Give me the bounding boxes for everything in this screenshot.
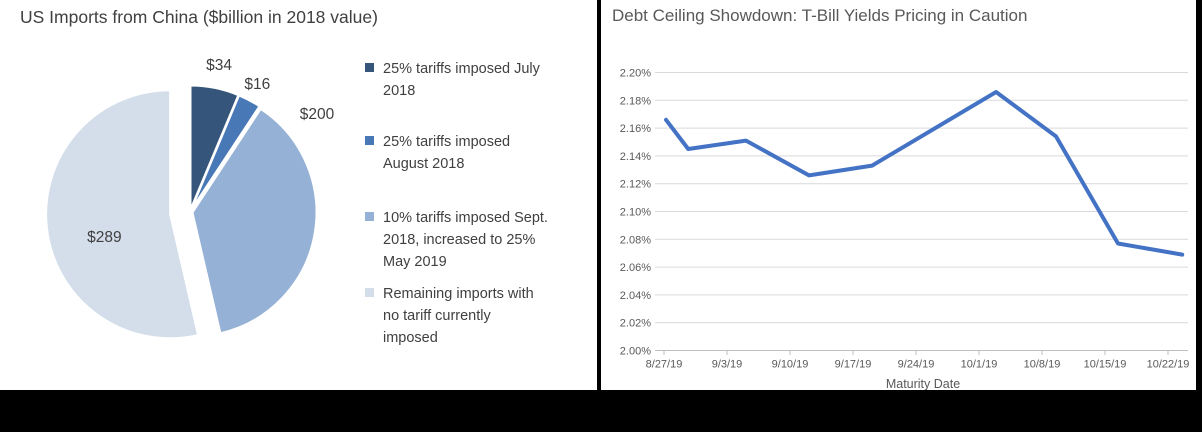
y-axis-tick-label: 2.20% [620,68,651,80]
x-axis-tick-label: 9/17/19 [835,359,872,371]
legend-marker-icon [365,212,374,221]
line-chart-panel[interactable]: Debt Ceiling Showdown: T-Bill Yields Pri… [601,0,1196,391]
legend-marker-icon [365,136,374,145]
legend-marker-icon [365,63,374,72]
y-axis-tick-label: 2.10% [620,207,651,219]
pie-chart [45,84,318,340]
pie-chart-title: US Imports from China ($billion in 2018 … [20,7,378,27]
legend-marker-icon [365,288,374,297]
panel-divider [597,0,601,432]
tbill-yield-line [664,90,1185,257]
pie-slice-16 [190,94,261,211]
legend-item: Remaining imports with no tariff current… [365,283,559,349]
x-axis-tick-label: 10/1/19 [961,359,998,371]
line-chart-title: Debt Ceiling Showdown: T-Bill Yields Pri… [612,6,1028,25]
legend-item: 25% tariffs imposed August 2018 [365,131,559,175]
y-axis-tick-label: 2.16% [620,123,651,135]
legend-label: 10% tariffs imposed Sept. 2018, increase… [383,210,548,270]
right-black-edge [1196,0,1202,432]
legend-label: Remaining imports with no tariff current… [383,286,534,346]
legend-label: 25% tariffs imposed August 2018 [383,134,511,172]
x-axis-tick-label: 9/24/19 [898,359,935,371]
bottom-black-bar [0,390,1202,432]
y-axis-tick-label: 2.14% [620,151,651,163]
pie-legend: 25% tariffs imposed July 2018 25% tariffs… [365,40,595,388]
y-axis-tick-label: 2.08% [620,234,651,246]
y-axis-tick-label: 2.18% [620,95,651,107]
y-axis-tick-label: 2.04% [620,290,651,302]
x-axis-tick-label: 10/15/19 [1084,359,1127,371]
pie-slice-200 [191,107,318,335]
y-axis-tick-label: 2.12% [620,179,651,191]
y-axis-tick-label: 2.06% [620,262,651,274]
y-axis-tick-label: 2.02% [620,318,651,330]
y-axis-tick-label: 2.00% [620,346,651,358]
legend-item: 10% tariffs imposed Sept. 2018, increase… [365,207,559,273]
line-chart: 2.20% 2.18% 2.16% 2.14% 2.12% 2.10% 2.08% 2.06%… [620,68,1190,371]
x-axis-tick-label: 9/10/19 [772,359,809,371]
x-axis-title: Maturity Date [885,377,961,391]
x-axis-tick-label: 10/8/19 [1024,359,1061,371]
pie-slice-289 [45,89,200,340]
pie-chart-panel[interactable]: US Imports from China ($billion in 2018 … [0,0,597,390]
legend-label: 25% tariffs imposed July 2018 [383,61,540,99]
legend-item: 25% tariffs imposed July 2018 [365,58,559,102]
x-axis-tick-label: 9/3/19 [712,359,743,371]
x-axis-tick-label: 10/22/19 [1147,359,1190,371]
x-axis-tick-label: 8/27/19 [646,359,683,371]
